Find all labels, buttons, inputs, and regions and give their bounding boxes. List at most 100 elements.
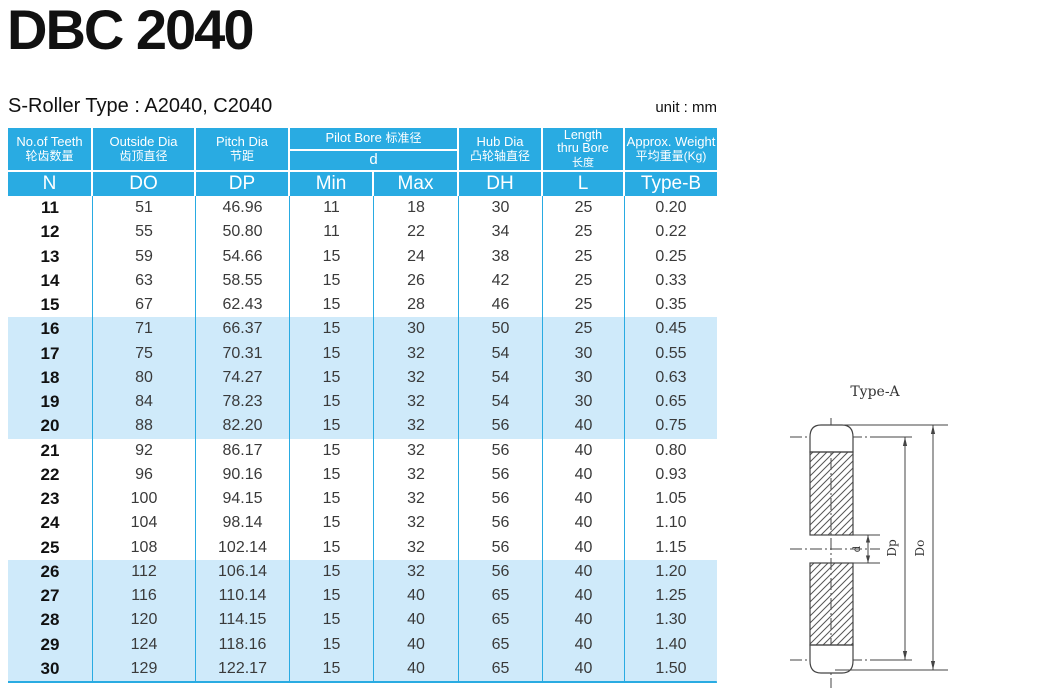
header-hub-dia: Hub Dia 凸轮轴直径 <box>459 128 543 172</box>
header-pilot-bore-d: d <box>290 151 459 172</box>
table-cell: 40 <box>543 656 625 681</box>
subtitle-row: S-Roller Type : A2040, C2040 unit : mm <box>8 95 717 118</box>
diagram-caption: Type-A <box>850 384 900 400</box>
row-teeth-cell: 18 <box>8 365 93 390</box>
table-cell: 118.16 <box>196 632 290 657</box>
page-title: DBC 2040 <box>7 0 254 61</box>
table-cell: 25 <box>543 244 625 269</box>
header-code-type-b: Type-B <box>625 172 717 196</box>
table-cell: 55 <box>93 220 196 245</box>
table-cell: 28 <box>374 293 459 318</box>
tooth-bottom <box>809 644 854 674</box>
table-cell: 30 <box>374 317 459 342</box>
row-teeth-cell: 29 <box>8 632 93 657</box>
table-header: No.of Teeth 轮齿数量 Outside Dia 齿顶直径 Pitch … <box>8 128 717 196</box>
header-pilot-bore: Pilot Bore 标准径 <box>290 128 459 151</box>
table-cell: 40 <box>374 584 459 609</box>
table-cell: 66.37 <box>196 317 290 342</box>
table-cell: 1.05 <box>625 487 717 512</box>
row-teeth-cell: 24 <box>8 511 93 536</box>
table-cell: 0.45 <box>625 317 717 342</box>
table-cell: 56 <box>459 414 543 439</box>
table-cell: 25 <box>543 317 625 342</box>
table-cell: 15 <box>290 584 374 609</box>
table-cell: 15 <box>290 535 374 560</box>
table-cell: 65 <box>459 584 543 609</box>
table-cell: 46.96 <box>196 196 290 221</box>
row-teeth-cell: 20 <box>8 414 93 439</box>
header-en: Length <box>563 127 603 142</box>
table-cell: 40 <box>543 487 625 512</box>
table-cell: 32 <box>374 535 459 560</box>
table-cell: 30 <box>543 390 625 415</box>
table-cell: 15 <box>290 365 374 390</box>
row-teeth-cell: 14 <box>8 268 93 293</box>
table-cell: 40 <box>543 584 625 609</box>
table-cell: 120 <box>93 608 196 633</box>
extension-lines <box>835 424 948 671</box>
table-cell: 0.63 <box>625 365 717 390</box>
table-cell: 0.20 <box>625 196 717 221</box>
table-cell: 1.30 <box>625 608 717 633</box>
table-cell: 51 <box>93 196 196 221</box>
table-cell: 100 <box>93 487 196 512</box>
table-cell: 102.14 <box>196 535 290 560</box>
roller-type-subtitle: S-Roller Type : A2040, C2040 <box>8 95 273 117</box>
header-en: Pitch Dia <box>215 133 269 149</box>
table-cell: 40 <box>543 511 625 536</box>
table-cell: 92 <box>93 438 196 463</box>
table-cell: 0.75 <box>625 414 717 439</box>
header-code-dh: DH <box>459 172 543 196</box>
table-cell: 0.25 <box>625 244 717 269</box>
table-cell: 84 <box>93 390 196 415</box>
outside-dia-dim-label: Do <box>913 540 927 557</box>
table-cell: 18 <box>374 196 459 221</box>
row-teeth-cell: 15 <box>8 293 93 318</box>
table-cell: 40 <box>543 559 625 584</box>
table-cell: 54 <box>459 341 543 366</box>
unit-label: unit : mm <box>655 99 717 116</box>
table-cell: 1.40 <box>625 632 717 657</box>
table-cell: 106.14 <box>196 559 290 584</box>
table-cell: 50.80 <box>196 220 290 245</box>
table-cell: 15 <box>290 608 374 633</box>
table-cell: 56 <box>459 511 543 536</box>
table-cell: 32 <box>374 390 459 415</box>
table-cell: 34 <box>459 220 543 245</box>
table-cell: 11 <box>290 220 374 245</box>
table-cell: 1.25 <box>625 584 717 609</box>
table-cell: 80 <box>93 365 196 390</box>
table-cell: 15 <box>290 487 374 512</box>
row-teeth-cell: 26 <box>8 559 93 584</box>
table-cell: 32 <box>374 559 459 584</box>
header-pitch-dia: Pitch Dia 节距 <box>196 128 290 172</box>
table-cell: 32 <box>374 462 459 487</box>
table-cell: 40 <box>374 608 459 633</box>
header-en: thru Bore <box>557 141 609 156</box>
row-teeth-cell: 28 <box>8 608 93 633</box>
dimension-arrows <box>865 425 936 670</box>
table-cell: 11 <box>290 196 374 221</box>
table-cell: 65 <box>459 632 543 657</box>
header-en: Pilot Bore 标准径 <box>325 130 422 146</box>
header-code-l: L <box>543 172 625 196</box>
header-zh: 凸轮轴直径 <box>469 149 530 164</box>
table-cell: 86.17 <box>196 438 290 463</box>
table-cell: 32 <box>374 365 459 390</box>
table-cell: 25 <box>543 268 625 293</box>
table-cell: 1.20 <box>625 559 717 584</box>
table-cell: 129 <box>93 656 196 681</box>
table-cell: 30 <box>543 365 625 390</box>
table-cell: 104 <box>93 511 196 536</box>
header-zh: 节距 <box>229 149 254 164</box>
row-teeth-cell: 22 <box>8 462 93 487</box>
table-cell: 124 <box>93 632 196 657</box>
sprocket-section <box>809 424 854 674</box>
table-cell: 15 <box>290 438 374 463</box>
header-code-min: Min <box>290 172 374 196</box>
table-cell: 15 <box>290 656 374 681</box>
tooth-top <box>809 424 854 453</box>
table-cell: 25 <box>543 196 625 221</box>
table-cell: 70.31 <box>196 341 290 366</box>
table-cell: 40 <box>543 462 625 487</box>
